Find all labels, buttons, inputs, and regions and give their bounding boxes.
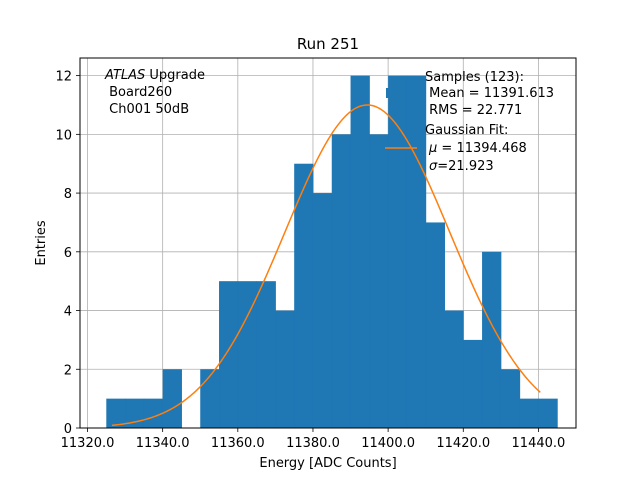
histogram-bar: [106, 398, 126, 428]
x-tick-label: 11440.0: [512, 436, 566, 451]
legend-fit-sigma: σ=21.923: [429, 159, 494, 174]
histogram-bar: [444, 310, 464, 428]
legend-samples-rms: RMS = 22.771: [425, 103, 522, 118]
y-tick-label: 0: [64, 422, 72, 437]
legend-samples-title: Samples (123):: [425, 70, 524, 85]
histogram-bar: [369, 134, 389, 428]
x-axis-label: Energy [ADC Counts]: [259, 456, 396, 471]
histogram-bar: [519, 398, 539, 428]
x-tick-label: 11340.0: [136, 436, 190, 451]
legend-samples-mean: Mean = 11391.613: [425, 86, 554, 101]
legend-sigma-value: =21.923: [437, 159, 493, 174]
histogram-bar: [143, 398, 164, 428]
histogram-bar: [256, 281, 276, 428]
y-axis-label: Entries: [34, 220, 49, 266]
legend-mu-symbol: μ: [428, 141, 437, 156]
annotation-line-1: ATLAS Upgrade: [104, 68, 205, 83]
legend-fit-title: Gaussian Fit:: [425, 123, 508, 138]
y-tick-label: 4: [64, 305, 72, 320]
y-tick-label: 6: [64, 246, 72, 261]
histogram-bar: [331, 134, 352, 428]
histogram-bar: [388, 75, 408, 428]
legend-sigma-symbol: σ: [429, 159, 438, 174]
gaussian-fit-curve: [111, 104, 541, 427]
histogram-bars: [106, 75, 558, 428]
annotation-line-2: Board260: [105, 85, 172, 100]
histogram-bar: [538, 398, 558, 428]
legend: Samples (123): Mean = 11391.613 RMS = 22…: [385, 70, 554, 174]
y-tick-label: 12: [55, 70, 72, 85]
legend-mu-value: = 11394.468: [437, 141, 526, 156]
histogram-bar: [406, 75, 427, 428]
annotation-line-3: Ch001 50dB: [105, 102, 189, 117]
y-tick-label: 10: [55, 128, 72, 143]
histogram-bar: [294, 163, 314, 428]
histogram-bar: [482, 251, 502, 428]
histogram-bar: [275, 310, 295, 428]
axis-ticks: 11320.0 11340.0 11360.0 11380.0 11400.0 11420…: [55, 70, 565, 451]
legend-fit-mu: μ = 11394.468: [428, 141, 527, 156]
x-tick-label: 11400.0: [361, 436, 415, 451]
histogram-bar: [219, 281, 239, 428]
x-tick-label: 11420.0: [436, 436, 490, 451]
legend-swatch-samples: [386, 88, 394, 98]
y-tick-label: 2: [64, 363, 72, 378]
chart-title: Run 251: [297, 35, 359, 53]
x-tick-label: 11380.0: [286, 436, 340, 451]
plot-frame: [79, 57, 577, 429]
x-tick-label: 11320.0: [61, 436, 115, 451]
atlas-annotation: ATLAS Upgrade Board260 Ch001 50dB: [104, 68, 205, 117]
x-tick-label: 11360.0: [211, 436, 265, 451]
histogram-bar: [463, 339, 483, 428]
histogram-bar: [312, 193, 333, 428]
histogram-bar: [162, 369, 182, 428]
histogram-bar: [237, 281, 258, 428]
y-tick-label: 8: [64, 187, 72, 202]
histogram-bar: [500, 369, 521, 428]
annotation-atlas: ATLAS: [104, 68, 145, 83]
annotation-upgrade: Upgrade: [145, 68, 205, 83]
histogram-bar: [425, 222, 445, 428]
histogram-bar: [200, 369, 220, 428]
histogram-bar: [350, 75, 370, 428]
